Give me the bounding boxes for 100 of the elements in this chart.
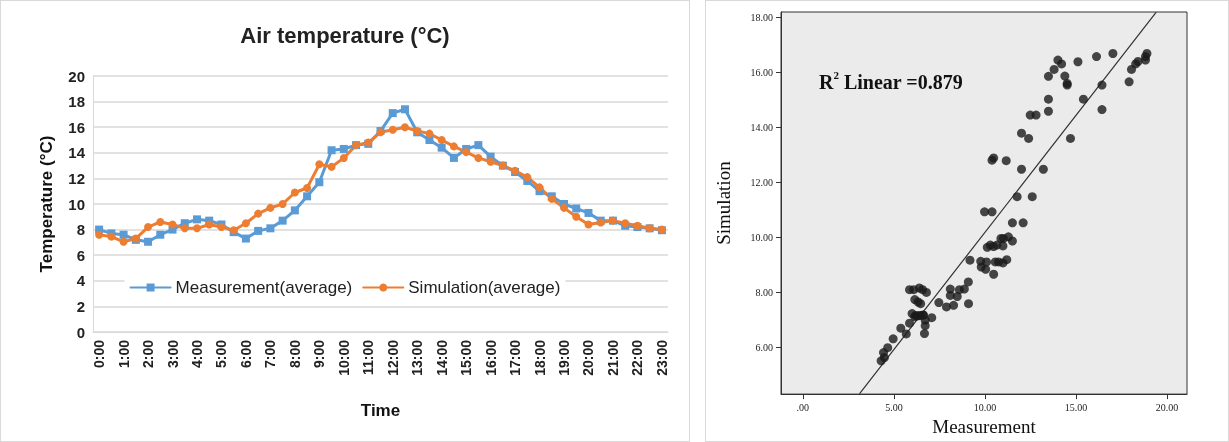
x-tick-label: 3:00	[164, 339, 181, 369]
x-tick-label: 14:00	[433, 339, 450, 376]
y-tick-label: 0	[76, 323, 85, 341]
point	[144, 223, 153, 232]
x-tick-label: 13:00	[409, 339, 426, 376]
x-tick-label: 18:00	[531, 339, 548, 376]
y-axis-title: Temperature (°C)	[37, 135, 56, 273]
y-tick-label: 10	[68, 195, 85, 213]
point	[449, 153, 458, 162]
point	[241, 219, 250, 228]
x-tick-label: 23:00	[653, 339, 670, 376]
point	[449, 142, 458, 151]
x-tick-label: 21:00	[604, 339, 621, 376]
point	[303, 192, 312, 201]
point	[327, 146, 336, 155]
x-tick-label: 1:00	[115, 339, 132, 369]
point	[254, 209, 263, 218]
x-tick-label: 17:00	[507, 339, 524, 376]
x-tick-label: 20:00	[580, 339, 597, 376]
y-tick-label: 6.00	[755, 341, 773, 353]
point	[339, 144, 348, 153]
point	[119, 230, 128, 239]
point	[303, 184, 312, 192]
x-tick-label: 4:00	[188, 339, 205, 369]
x-tick-label: 19:00	[556, 339, 573, 376]
point	[486, 157, 495, 166]
x-axis-title: Time	[360, 401, 401, 420]
x-tick-label: 9:00	[311, 339, 328, 369]
point	[278, 216, 287, 225]
x-tick-label: 22:00	[629, 339, 646, 376]
point	[584, 208, 593, 217]
x-tick-label: 5.00	[885, 401, 903, 413]
x-tick-label: 0:00	[91, 339, 108, 369]
y-axis-title: Simulation	[713, 160, 734, 245]
x-tick-label: 16:00	[482, 339, 499, 376]
x-tick-label: 15:00	[458, 339, 475, 376]
x-tick-label: 12:00	[384, 339, 401, 376]
point	[144, 237, 153, 246]
point	[400, 123, 409, 132]
x-tick-label: 6:00	[237, 339, 254, 369]
x-tick-label: 20.00	[1155, 401, 1179, 413]
x-tick-label: 11:00	[360, 339, 377, 376]
y-tick-label: 12	[68, 169, 85, 187]
point	[315, 160, 324, 169]
y-tick-label: 20	[68, 67, 85, 85]
y-tick-label: 16.00	[750, 66, 773, 78]
x-axis-title: Measurement	[932, 416, 1037, 437]
y-tick-label: 8	[76, 221, 85, 239]
point	[156, 230, 165, 239]
point	[437, 143, 446, 152]
point	[192, 215, 201, 224]
y-tick-label: 2	[76, 297, 85, 315]
x-tick-label: 10.00	[973, 401, 997, 413]
point	[425, 129, 434, 138]
y-tick-label: 6	[76, 246, 85, 264]
x-tick-label: 15.00	[1064, 401, 1088, 413]
point	[388, 109, 397, 118]
point	[180, 224, 189, 233]
point	[156, 217, 165, 226]
point	[560, 203, 569, 212]
point	[278, 200, 287, 208]
y-tick-label: 4	[76, 272, 86, 290]
point	[474, 141, 483, 150]
y-tick-label: 12.00	[750, 176, 773, 188]
x-tick-label: 5:00	[213, 339, 230, 369]
point	[119, 237, 128, 246]
x-tick-label: 8:00	[286, 339, 303, 369]
point	[572, 204, 581, 213]
legend-label: Simulation(average)	[408, 278, 561, 297]
point	[266, 224, 275, 233]
point	[339, 153, 348, 162]
x-tick-label: 10:00	[335, 339, 352, 376]
legend-label: Measurement(average)	[175, 278, 353, 297]
point	[535, 183, 544, 192]
y-tick-label: 14	[68, 144, 86, 162]
point	[205, 220, 214, 229]
point	[95, 230, 104, 239]
y-tick-label: 18	[68, 93, 85, 111]
point	[254, 226, 263, 235]
point	[290, 206, 299, 215]
point	[584, 220, 593, 229]
y-tick-label: 18.00	[750, 12, 773, 23]
y-tick-label: 8.00	[755, 286, 773, 298]
point	[474, 153, 483, 162]
point	[290, 188, 299, 197]
point	[462, 148, 471, 157]
x-tick-label: 2:00	[140, 339, 157, 369]
point	[400, 105, 409, 114]
y-tick-label: 10.00	[750, 231, 773, 243]
point	[266, 203, 275, 212]
y-tick-label: 16	[68, 118, 85, 136]
x-tick-label: .00	[796, 401, 810, 413]
x-tick-label: 7:00	[262, 339, 279, 369]
point	[315, 178, 324, 187]
chart-title: Air temperature (°C)	[240, 22, 450, 48]
point	[437, 136, 446, 144]
y-tick-label: 14.00	[750, 121, 773, 133]
point	[193, 224, 201, 233]
point	[241, 234, 250, 243]
point	[425, 136, 434, 144]
